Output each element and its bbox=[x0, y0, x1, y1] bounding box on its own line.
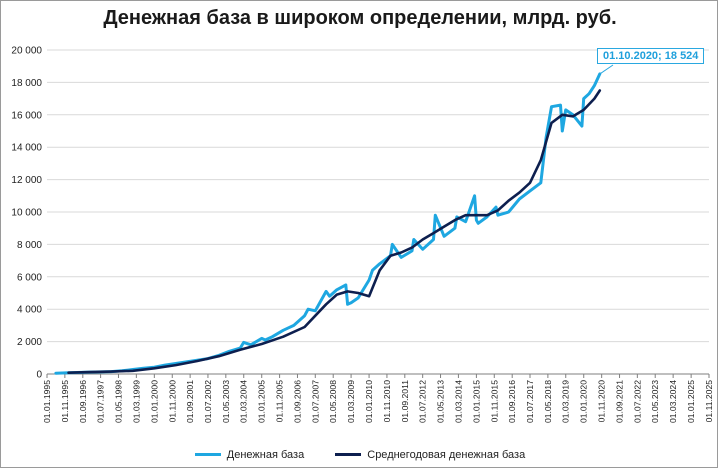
y-tick-label: 14 000 bbox=[11, 143, 42, 154]
y-tick-label: 2 000 bbox=[17, 337, 42, 348]
grid-lines bbox=[47, 49, 709, 343]
x-tick-label: 01.01.2005 bbox=[257, 380, 267, 423]
y-tick-label: 8 000 bbox=[17, 240, 42, 251]
x-tick-label: 01.01.2025 bbox=[686, 380, 696, 423]
x-tick-label: 01.07.2012 bbox=[418, 380, 428, 423]
y-tick-label: 12 000 bbox=[11, 175, 42, 186]
chart-legend: Денежная база Среднегодовая денежная баз… bbox=[1, 447, 719, 461]
series-lines bbox=[54, 72, 602, 375]
y-tick-label: 18 000 bbox=[11, 78, 42, 89]
y-tick-label: 10 000 bbox=[11, 208, 42, 219]
y-tick-labels: 0 2 000 4 000 6 000 8 000 10 000 12 000 14 000 1… bbox=[11, 46, 42, 381]
series-line-money-base bbox=[54, 72, 602, 375]
x-tick-label: 01.03.2014 bbox=[453, 380, 463, 423]
y-tick-label: 0 bbox=[36, 370, 42, 381]
legend-label-money-base: Денежная база bbox=[226, 448, 305, 461]
x-tick-label: 01.03.2024 bbox=[668, 380, 678, 423]
x-tick-label: 01.05.2013 bbox=[436, 380, 446, 423]
legend-label-annual-average: Среднегодовая денежная база bbox=[367, 448, 526, 461]
x-tick-label: 01.11.2025 bbox=[704, 380, 714, 423]
x-tick-label: 01.05.2008 bbox=[328, 380, 338, 423]
x-tick-label: 01.01.2015 bbox=[471, 380, 481, 423]
legend-entry-annual-average: Среднегодовая денежная база bbox=[335, 449, 525, 461]
x-tick-label: 01.09.1996 bbox=[78, 380, 88, 423]
x-tick-label: 01.01.2010 bbox=[364, 380, 374, 423]
x-tick-label: 01.03.2004 bbox=[239, 380, 249, 423]
legend-swatch-money-base bbox=[194, 453, 221, 456]
x-tick-label: 01.05.2018 bbox=[543, 380, 553, 423]
x-tick-label: 01.11.2005 bbox=[275, 380, 285, 423]
x-tick-labels: 01.01.1995 01.11.1995 01.09.1996 01.07.1997… bbox=[42, 380, 714, 423]
x-tick-label: 01.09.2021 bbox=[615, 380, 625, 423]
axes bbox=[46, 373, 710, 378]
annotation-leader-line bbox=[599, 64, 614, 75]
x-tick-label: 01.03.1999 bbox=[131, 380, 141, 423]
x-tick-label: 01.11.2020 bbox=[597, 380, 607, 423]
series-line-annual-average bbox=[67, 89, 602, 375]
x-tick-label: 01.03.2019 bbox=[561, 380, 571, 423]
x-tick-label: 01.07.1997 bbox=[96, 380, 106, 423]
legend-swatch-annual-average bbox=[335, 453, 362, 456]
x-tick-label: 01.11.2015 bbox=[489, 380, 499, 423]
y-tick-label: 16 000 bbox=[11, 110, 42, 121]
x-tick-label: 01.05.1998 bbox=[113, 380, 123, 423]
legend-entry-money-base: Денежная база bbox=[194, 448, 305, 461]
x-tick-label: 01.11.2010 bbox=[382, 380, 392, 423]
x-tick-label: 01.11.1995 bbox=[60, 380, 70, 423]
x-tick-label: 01.09.2011 bbox=[400, 380, 410, 423]
x-tick-label: 01.01.2000 bbox=[149, 380, 159, 423]
chart-title: Денежная база в широком определении, млр… bbox=[103, 7, 617, 29]
annotation-layer bbox=[599, 64, 614, 75]
x-tick-label: 01.05.2003 bbox=[221, 380, 231, 423]
x-tick-label: 01.01.1995 bbox=[42, 380, 52, 423]
x-tick-label: 01.05.2023 bbox=[650, 380, 660, 423]
x-tick-label: 01.11.2000 bbox=[167, 380, 177, 423]
x-tick-label: 01.09.2001 bbox=[185, 380, 195, 423]
x-tick-label: 01.07.2002 bbox=[203, 380, 213, 423]
x-tick-label: 01.01.2020 bbox=[579, 380, 589, 423]
y-tick-label: 6 000 bbox=[17, 272, 42, 283]
x-tick-label: 01.07.2022 bbox=[632, 380, 642, 423]
x-tick-label: 01.09.2006 bbox=[292, 380, 302, 423]
x-tick-label: 01.07.2017 bbox=[525, 380, 535, 423]
data-label-callout: 01.10.2020; 18 524 bbox=[597, 48, 705, 64]
x-tick-label: 01.09.2016 bbox=[507, 380, 517, 423]
x-tick-label: 01.03.2009 bbox=[346, 380, 356, 423]
y-tick-label: 20 000 bbox=[11, 46, 42, 57]
y-tick-label: 4 000 bbox=[17, 305, 42, 316]
x-tick-label: 01.07.2007 bbox=[310, 380, 320, 423]
